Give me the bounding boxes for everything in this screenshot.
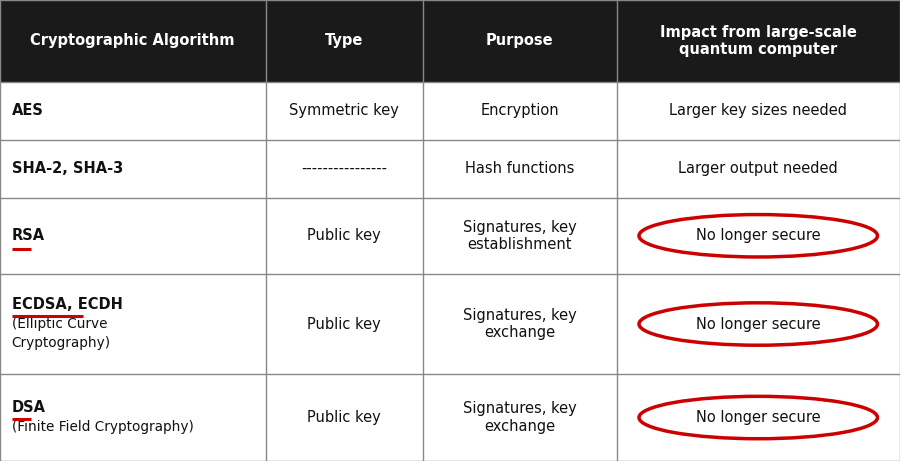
FancyBboxPatch shape: [0, 82, 900, 140]
Text: Signatures, key
establishment: Signatures, key establishment: [463, 219, 577, 252]
Text: Encryption: Encryption: [481, 103, 559, 118]
Text: Larger key sizes needed: Larger key sizes needed: [670, 103, 847, 118]
Text: Public key: Public key: [308, 228, 381, 243]
Text: Hash functions: Hash functions: [465, 161, 574, 176]
Text: Symmetric key: Symmetric key: [289, 103, 400, 118]
Text: Signatures, key
exchange: Signatures, key exchange: [463, 308, 577, 340]
Text: Larger output needed: Larger output needed: [679, 161, 838, 176]
Text: AES: AES: [12, 103, 43, 118]
FancyBboxPatch shape: [0, 140, 900, 198]
Text: Cryptography): Cryptography): [12, 337, 111, 350]
FancyBboxPatch shape: [0, 0, 900, 82]
Text: Type: Type: [325, 33, 364, 48]
Text: Signatures, key
exchange: Signatures, key exchange: [463, 402, 577, 434]
Text: DSA: DSA: [12, 400, 46, 415]
Text: Public key: Public key: [308, 317, 381, 331]
Text: ECDSA, ECDH: ECDSA, ECDH: [12, 297, 122, 312]
Text: SHA-2, SHA-3: SHA-2, SHA-3: [12, 161, 123, 176]
FancyBboxPatch shape: [0, 274, 900, 374]
Text: Impact from large-scale
quantum computer: Impact from large-scale quantum computer: [660, 24, 857, 57]
Text: No longer secure: No longer secure: [696, 410, 821, 425]
Text: No longer secure: No longer secure: [696, 317, 821, 331]
Text: Cryptographic Algorithm: Cryptographic Algorithm: [31, 33, 235, 48]
Text: RSA: RSA: [12, 228, 45, 243]
FancyBboxPatch shape: [0, 374, 900, 461]
Text: (Elliptic Curve: (Elliptic Curve: [12, 317, 107, 331]
FancyBboxPatch shape: [0, 198, 900, 274]
Text: Public key: Public key: [308, 410, 381, 425]
Text: ----------------: ----------------: [302, 161, 387, 176]
Text: Purpose: Purpose: [486, 33, 554, 48]
Text: No longer secure: No longer secure: [696, 228, 821, 243]
Text: (Finite Field Cryptography): (Finite Field Cryptography): [12, 420, 193, 434]
